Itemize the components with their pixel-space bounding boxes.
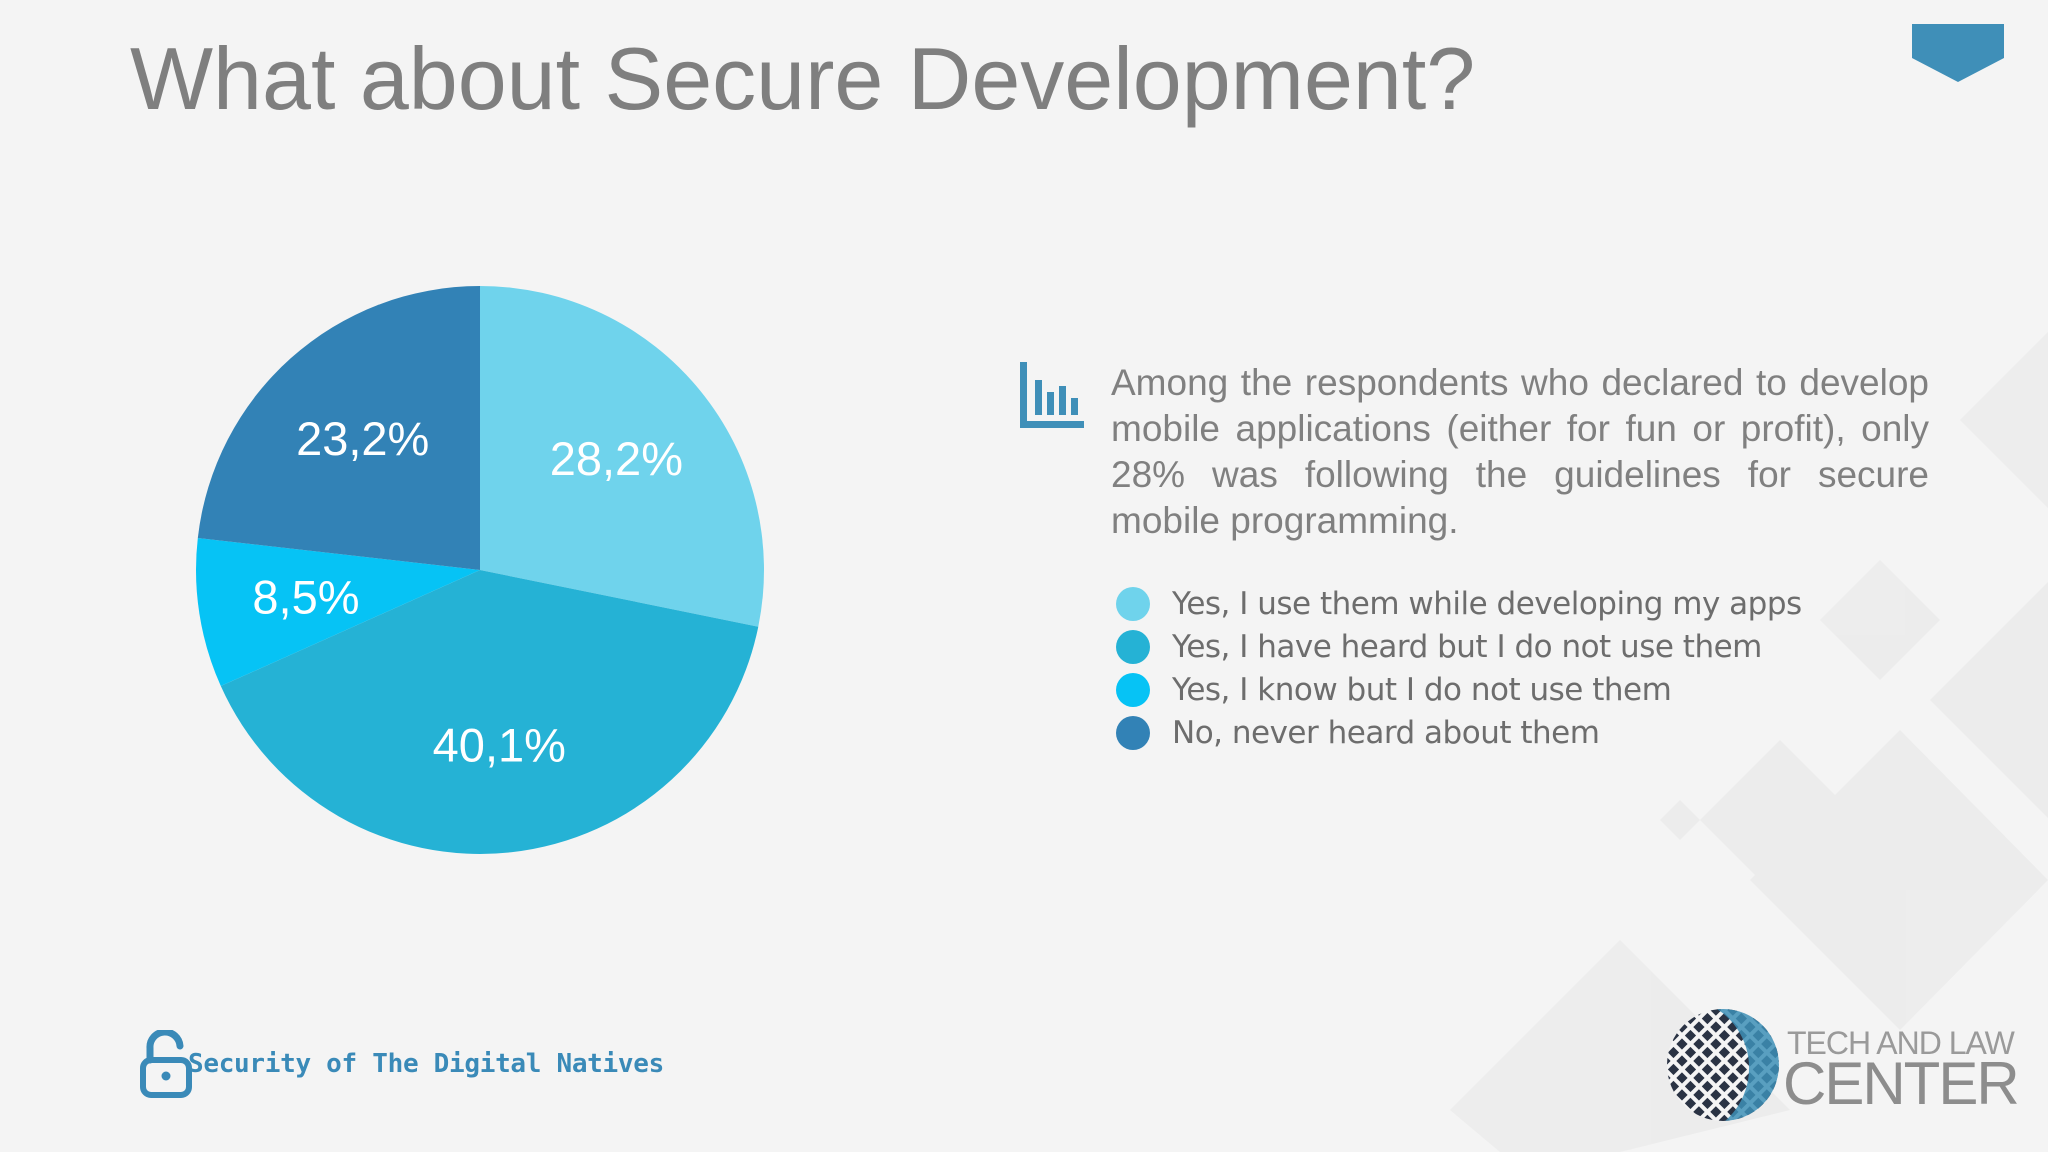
legend-item: Yes, I have heard but I do not use them xyxy=(1116,625,1802,668)
legend-item: Yes, I use them while developing my apps xyxy=(1116,582,1802,625)
legend-label: Yes, I use them while developing my apps xyxy=(1172,585,1802,622)
globe-mosaic-icon xyxy=(1667,1009,1779,1121)
legend-label: Yes, I have heard but I do not use them xyxy=(1172,628,1762,665)
pie-slice xyxy=(480,286,764,627)
pie-slice-label: 28,2% xyxy=(550,432,683,485)
legend-swatch xyxy=(1116,715,1150,750)
chart-legend: Yes, I use them while developing my apps… xyxy=(1116,582,1802,754)
pie-slice-label: 23,2% xyxy=(296,412,429,465)
pie-slice-label: 8,5% xyxy=(252,570,359,623)
legend-swatch xyxy=(1116,672,1150,707)
legend-swatch xyxy=(1116,586,1150,621)
footer-brand-text: Security of The Digital Natives xyxy=(188,1049,664,1079)
legend-item: Yes, I know but I do not use them xyxy=(1116,668,1802,711)
slide-title: What about Secure Development? xyxy=(130,29,1476,128)
logo-line-1: TECH AND LAW xyxy=(1787,1025,2015,1061)
open-padlock-icon xyxy=(140,1030,192,1098)
pie-slice xyxy=(220,570,759,854)
pie-slice xyxy=(197,286,480,570)
footer-brand: Security of The Digital Natives xyxy=(140,1030,664,1098)
description-text: Among the respondents who declared to de… xyxy=(1111,362,1929,541)
tech-and-law-center-logo: TECH AND LAW CENTER xyxy=(1665,1003,2020,1131)
bar-chart-icon xyxy=(1020,362,1084,428)
logo-line-2: CENTER xyxy=(1783,1050,2020,1117)
pie-slice-label: 40,1% xyxy=(433,719,566,772)
legend-item: No, never heard about them xyxy=(1116,711,1802,754)
pie-chart: 28,2% 40,1% 8,5% 23,2% xyxy=(196,286,764,854)
legend-swatch xyxy=(1116,629,1150,664)
pie-slice xyxy=(196,537,480,687)
legend-label: No, never heard about them xyxy=(1172,714,1600,751)
legend-label: Yes, I know but I do not use them xyxy=(1172,671,1672,708)
corner-tab-icon xyxy=(1912,24,2004,82)
